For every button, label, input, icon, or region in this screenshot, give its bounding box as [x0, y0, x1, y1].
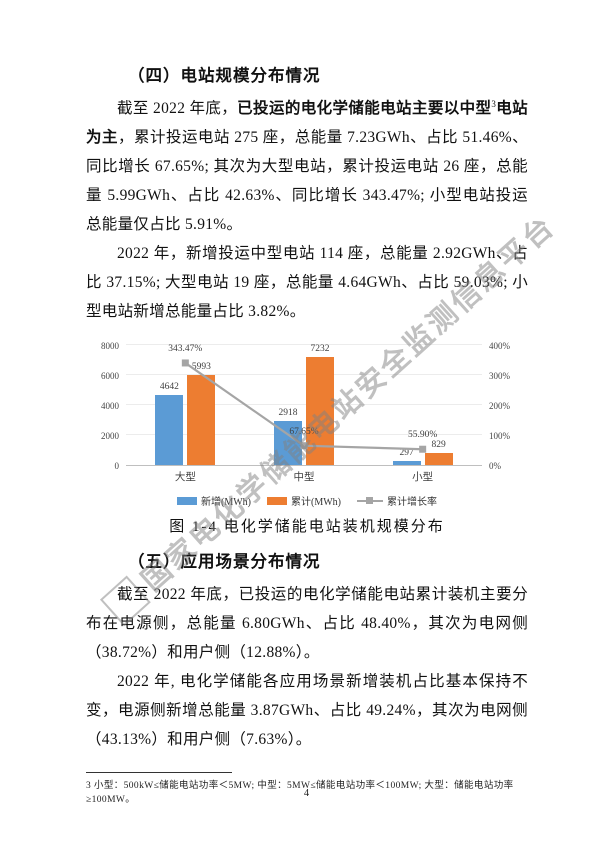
bar	[424, 452, 453, 465]
footnote-area: 3 小型：500kW≤储能电站功率＜5MW; 中型：5MW≤储能电站功率＜100…	[86, 772, 528, 805]
line-value-label: 55.90%	[408, 430, 438, 441]
left-axis-tick: 8000	[101, 341, 119, 351]
left-axis-tick: 6000	[101, 371, 119, 381]
right-axis-tick: 400%	[489, 341, 510, 351]
paragraph-application-new: 2022 年, 电化学储能各应用场景新增装机占比基本保持不变，电源侧新增总能量 …	[86, 673, 528, 748]
gridline	[126, 374, 482, 375]
right-axis-tick: 0%	[489, 461, 501, 471]
chart-figure: 4642 2918 297 5993 7232 829 343.47% 67.65% 55.90…	[86, 338, 528, 536]
right-axis-tick: 300%	[489, 371, 510, 381]
footnote-ref: 3	[491, 98, 497, 109]
growth-rate-line	[181, 359, 427, 453]
chart-plot: 4642 2918 297 5993 7232 829 343.47% 67.65% 55.90…	[126, 343, 482, 466]
bar	[187, 375, 216, 465]
text-run: ，累计投运电站 275 座，总能量 7.23GWh、占比 51.46%、同比增长…	[86, 129, 528, 233]
footnote-divider	[86, 772, 232, 773]
bar-chart: 4642 2918 297 5993 7232 829 343.47% 67.65% 55.90…	[86, 338, 528, 490]
bar	[155, 395, 184, 465]
bar-value-label: 829	[431, 439, 446, 450]
section-heading-4: （四）电站规模分布情况	[128, 66, 321, 85]
paragraph-station-scale-new: 2022 年，新增投运中型电站 114 座，总能量 2.92GWh、占比 37.…	[86, 245, 528, 320]
page-content: （四）电站规模分布情况 截至 2022 年底，已投运的电化学储能电站主要以中型3…	[86, 0, 528, 754]
page-number: 4	[303, 788, 310, 799]
left-axis-tick: 4000	[101, 401, 119, 411]
bar-value-label: 4642	[159, 382, 179, 393]
figure-caption: 图 1-4 电化学储能电站装机规模分布	[169, 519, 445, 535]
footnote: 3 小型：500kW≤储能电站功率＜5MW; 中型：5MW≤储能电站功率＜100…	[86, 781, 514, 805]
top-margin	[86, 0, 528, 62]
left-axis-tick: 2000	[101, 431, 119, 441]
section-heading-5: （五）应用场景分布情况	[128, 552, 321, 571]
legend-item: 累计(MWh)	[267, 493, 341, 508]
legend-line-marker-icon	[357, 496, 383, 504]
bar-value-label: 7232	[310, 343, 330, 354]
category-label: 小型	[412, 472, 434, 483]
bar-value-label: 5993	[191, 362, 211, 373]
legend-swatch	[267, 496, 287, 505]
category-label: 中型	[293, 472, 315, 483]
gridline	[126, 434, 482, 435]
gridline	[126, 344, 482, 345]
chart-legend: 新增(MWh) 累计(MWh) 累计增长率	[86, 493, 528, 508]
paragraph-station-scale-cumulative: 截至 2022 年底，已投运的电化学储能电站主要以中型3电站为主，累计投运电站 …	[86, 94, 528, 239]
gridline	[126, 404, 482, 405]
legend-item: 累计增长率	[357, 493, 437, 508]
right-axis-tick: 100%	[489, 431, 510, 441]
bar-value-label: 2918	[278, 408, 298, 419]
legend-item: 新增(MWh)	[177, 493, 251, 508]
right-axis-tick: 200%	[489, 401, 510, 411]
paragraph-application-cumulative: 截至 2022 年底，已投运的电化学储能电站累计装机主要分布在电源侧，总能量 6…	[86, 586, 528, 661]
line-value-label: 343.47%	[168, 343, 203, 354]
text-run: 截至 2022 年底，	[117, 100, 238, 117]
bar	[392, 460, 421, 465]
text-run-bold: 电站为主	[86, 100, 528, 146]
bar-value-label: 297	[399, 447, 414, 458]
legend-label: 累计增长率	[387, 497, 437, 508]
category-label: 大型	[174, 472, 196, 483]
line-value-label: 67.65%	[289, 426, 319, 437]
legend-swatch	[177, 496, 197, 505]
legend-label: 累计(MWh)	[291, 497, 341, 508]
left-axis-tick: 0	[114, 461, 120, 471]
legend-label: 新增(MWh)	[201, 497, 251, 508]
text-run-bold: 已投运的电化学储能电站主要以中型	[237, 100, 492, 117]
